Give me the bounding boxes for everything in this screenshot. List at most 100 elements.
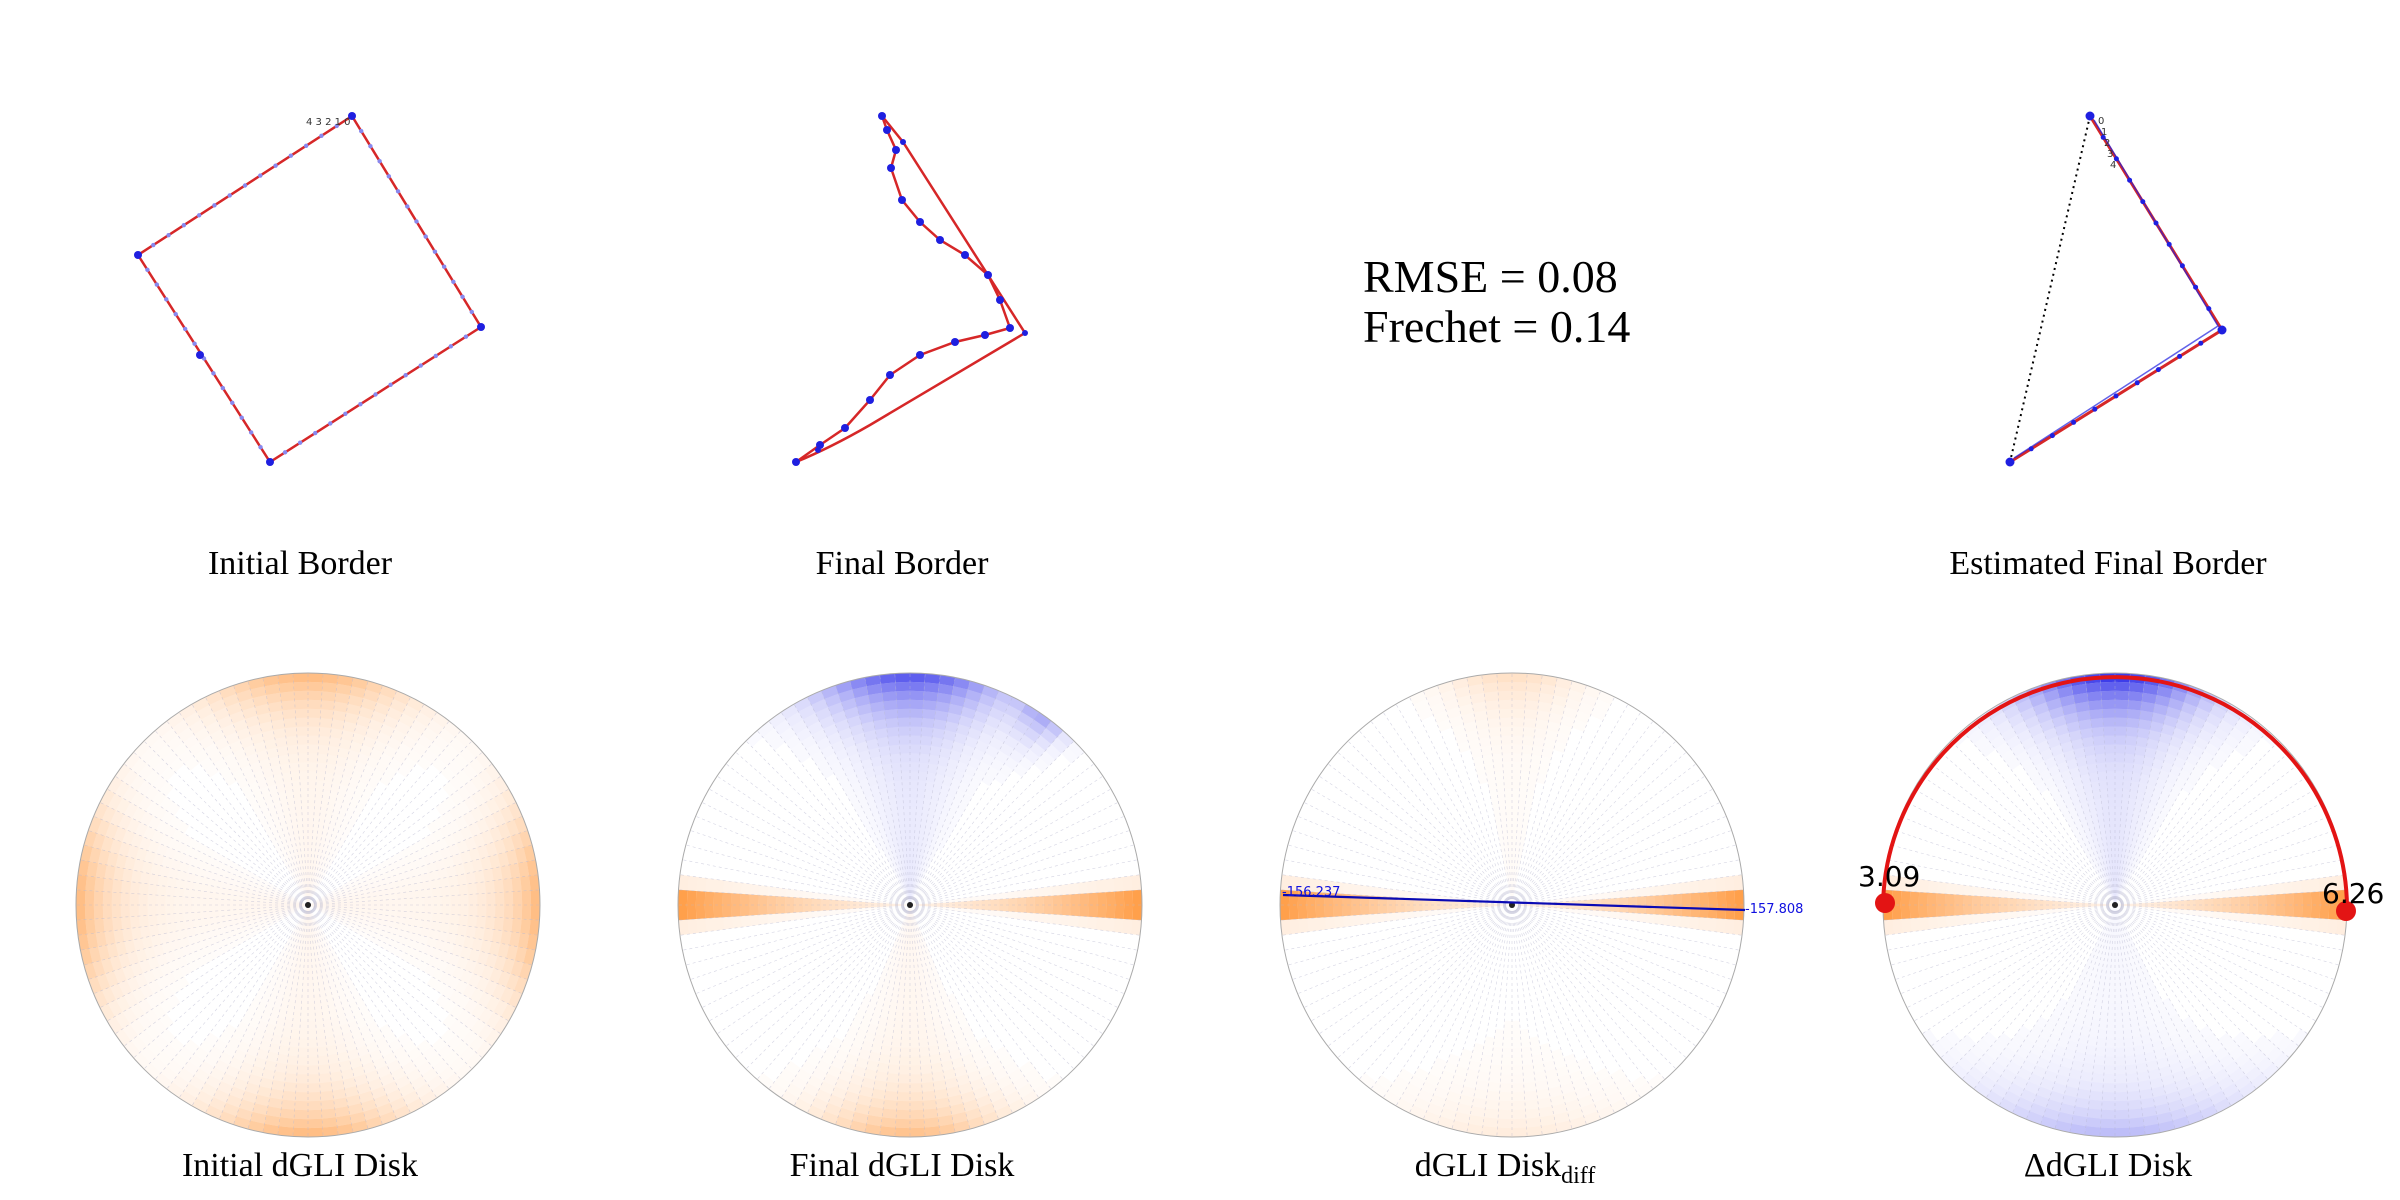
disk-cell: [944, 1031, 956, 1043]
disk-cell: [440, 886, 451, 897]
disk-cell: [102, 891, 113, 905]
disk-cell: [421, 880, 432, 890]
disk-cell: [104, 930, 116, 945]
disk-cell: [2176, 748, 2190, 761]
disk-cell: [1113, 918, 1124, 933]
disk-cell: [122, 965, 135, 981]
disk-cell: [485, 763, 501, 782]
disk-cell: [176, 870, 188, 881]
disk-cell: [861, 721, 876, 733]
disk-cell: [844, 1090, 860, 1104]
disk-cell: [961, 1053, 975, 1066]
estimated-border-point: [2155, 367, 2161, 373]
disk-mesh-line: [909, 904, 1027, 1107]
disk-cell: [2195, 899, 2205, 905]
disk-cell: [1019, 734, 1035, 750]
disk-cell: [1580, 1102, 1598, 1117]
disk-cell: [2319, 905, 2330, 919]
disk-cell: [458, 914, 469, 926]
disk-cell: [352, 901, 362, 905]
disk-cell: [1546, 721, 1561, 733]
disk-cell: [884, 991, 893, 1002]
disk-cell: [296, 984, 303, 994]
disk-cell: [978, 1102, 996, 1117]
disk-cell: [903, 931, 907, 941]
disk-cell: [960, 1090, 976, 1104]
disk-mesh-line: [1284, 859, 1513, 906]
disk-cell: [923, 1108, 938, 1119]
disk-cell: [1526, 673, 1543, 684]
disk-cell: [1945, 893, 1955, 905]
disk-cell: [316, 907, 326, 911]
disk-cell: [1505, 798, 1512, 807]
disk-cell: [316, 771, 326, 782]
disk-cell: [384, 876, 395, 885]
disk-cell: [203, 924, 214, 933]
disk-cell: [296, 735, 308, 745]
disk-cell: [273, 893, 283, 899]
disk-cell: [2143, 812, 2153, 823]
disk-cell: [308, 1038, 318, 1048]
disk-cell: [98, 849, 110, 865]
disk-cell: [2085, 1045, 2097, 1056]
disk-cell: [278, 791, 288, 802]
disk-cell: [1521, 744, 1533, 755]
disk-cell: [2115, 851, 2119, 861]
disk-cell: [2135, 818, 2144, 829]
disk-cell: [2115, 762, 2125, 772]
initial-border-point: [151, 242, 156, 248]
disk-cell: [953, 1065, 968, 1078]
disk-cell: [370, 905, 380, 910]
disk-cell: [1999, 905, 2009, 913]
disk-mesh-line: [166, 904, 309, 1090]
disk-cell: [2135, 837, 2143, 848]
disk-mesh-line: [93, 904, 309, 995]
disk-cell: [308, 1011, 316, 1021]
disk-cell: [887, 1010, 896, 1020]
disk-cell: [184, 920, 195, 930]
disk-cell: [924, 682, 940, 693]
disk-cell: [1484, 1036, 1494, 1046]
disk-mesh-line: [1511, 830, 1732, 906]
disk-cell: [299, 879, 304, 889]
disk-cell: [122, 1007, 138, 1024]
disk-cell: [138, 905, 148, 917]
disk-cell: [2101, 1100, 2115, 1111]
disk-cell: [327, 745, 340, 757]
disk-cell: [850, 677, 867, 690]
disk-cell: [898, 735, 910, 745]
disk-cell: [1522, 1055, 1533, 1065]
disk-cell: [963, 905, 973, 910]
disk-cell: [1583, 899, 1593, 905]
estimated-border-point: [2198, 340, 2204, 346]
disk-mesh-line: [708, 788, 911, 906]
disk-cell: [2168, 905, 2178, 910]
disk-cell: [368, 1078, 384, 1091]
disk-cell: [1052, 905, 1062, 915]
disk-cell: [138, 998, 153, 1015]
disk-cell: [1927, 905, 1937, 918]
disk-cell: [2161, 1074, 2176, 1086]
disk-cell: [360, 892, 370, 898]
disk-cell: [898, 939, 903, 949]
disk-cell: [928, 1045, 940, 1056]
disk-cell: [1033, 887, 1044, 897]
disk-cell: [2102, 1092, 2115, 1102]
disk-mesh-line: [307, 802, 517, 906]
disk-mesh-line: [1511, 904, 1732, 980]
disk-cell: [1069, 882, 1080, 895]
disk-cell: [2012, 720, 2029, 735]
disk-cell: [115, 797, 131, 815]
disk-cell: [925, 781, 935, 792]
disk-cell: [193, 882, 203, 891]
disk-cell: [284, 982, 293, 993]
disk-cell: [334, 902, 344, 905]
disk-mesh-line: [277, 904, 309, 1136]
disk-cell: [349, 741, 363, 753]
disk-cell: [308, 780, 317, 790]
disk-cell: [526, 859, 538, 876]
disk-cell: [103, 878, 114, 893]
disk-cell: [829, 909, 840, 916]
disk-mesh-line: [690, 904, 911, 980]
disk-cell: [275, 782, 286, 793]
